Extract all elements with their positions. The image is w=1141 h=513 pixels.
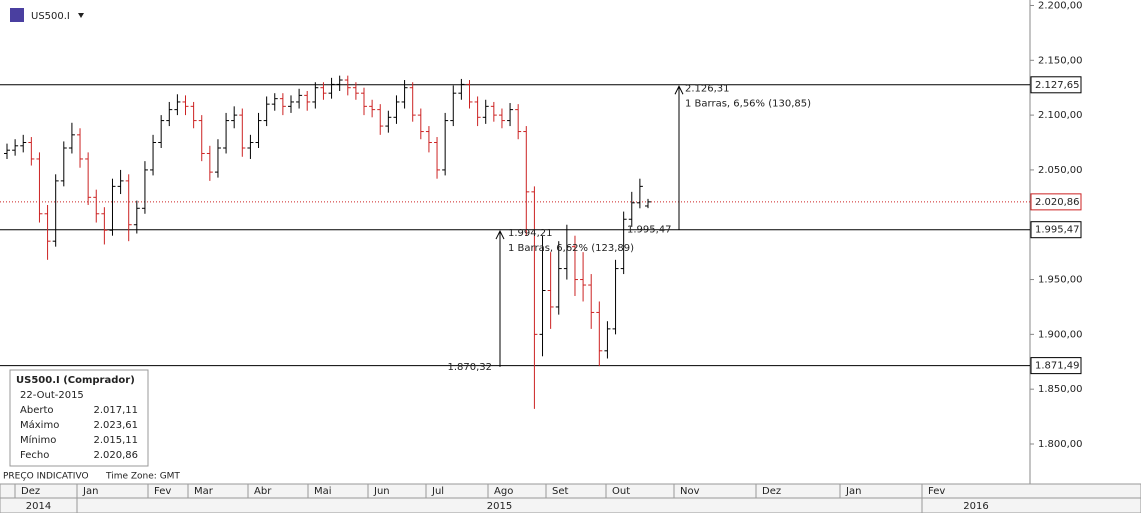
dropdown-arrow[interactable] [78, 13, 84, 18]
x-tick-label: Jan [82, 486, 98, 497]
price-tag-label: 2.127,65 [1035, 80, 1080, 91]
y-tick-label: 1.950,00 [1038, 275, 1083, 286]
measure-end: 2.126,31 [685, 83, 730, 94]
timezone: Time Zone: GMT [105, 472, 180, 482]
info-date: 22-Out-2015 [20, 390, 84, 401]
info-title: US500.I (Comprador) [16, 375, 135, 386]
symbol-icon[interactable] [10, 8, 24, 22]
x-tick-label: Dez [21, 486, 40, 497]
x-tick-label: Abr [254, 486, 272, 497]
price-tag [1030, 221, 1082, 239]
price-tag-label: 1.871,49 [1035, 361, 1080, 372]
info-value: 2.020,86 [93, 450, 138, 461]
y-tick-label: 2.150,00 [1038, 55, 1083, 66]
y-tick-label: 1.900,00 [1038, 329, 1083, 340]
price-tag [1030, 76, 1082, 94]
info-label: Aberto [20, 405, 54, 416]
x-tick-label: Set [552, 486, 569, 497]
x-tick-label: Nov [680, 486, 700, 497]
info-value: 2.023,61 [93, 420, 138, 431]
x-tick-label: Dez [762, 486, 781, 497]
year-label: 2015 [487, 501, 512, 512]
measure-end: 1.994,21 [508, 228, 553, 239]
x-tick-label: Jul [431, 486, 444, 497]
measure-start: 1.870,32 [447, 362, 492, 373]
price-tag-label: 1.995,47 [1035, 225, 1080, 236]
x-tick-label: Jun [373, 486, 390, 497]
measure-text: 1 Barras, 6,56% (130,85) [685, 98, 811, 109]
measure-start: 1.995,47 [627, 225, 672, 236]
x-tick-label: Fev [154, 486, 171, 497]
symbol[interactable]: US500.I [31, 11, 70, 22]
measure-text: 1 Barras, 6,62% (123,89) [508, 243, 634, 254]
x-tick-label: Ago [494, 486, 513, 497]
y-tick-label: 2.050,00 [1038, 165, 1083, 176]
y-tick-label: 1.850,00 [1038, 384, 1083, 395]
info-label: Máximo [20, 419, 59, 431]
y-tick-label: 2.100,00 [1038, 110, 1083, 121]
x-tick-label: Out [612, 486, 630, 497]
info-label: Fecho [20, 450, 49, 461]
info-box [9, 369, 149, 467]
x-tick-label: Mai [314, 486, 332, 497]
x-tick-label: Fev [928, 486, 945, 497]
info-value: 2.017,11 [93, 405, 138, 416]
year-label: 2016 [963, 501, 988, 512]
info-value: 2.015,11 [93, 435, 138, 446]
year-label: 2014 [26, 501, 51, 512]
y-tick-label: 1.800,00 [1038, 439, 1083, 450]
price-tag [1030, 357, 1082, 375]
footer: PREÇO INDICATIVO [3, 472, 89, 482]
info-label: Mínimo [20, 434, 56, 446]
price-tag [1030, 193, 1082, 211]
measure-arrow [495, 229, 505, 240]
x-tick-label: Mar [194, 486, 214, 497]
price-tag-label: 2.020,86 [1035, 197, 1080, 208]
x-tick-label: Jan [845, 486, 861, 497]
measure-arrow [674, 85, 684, 95]
y-tick-label: 2.200,00 [1038, 0, 1083, 11]
